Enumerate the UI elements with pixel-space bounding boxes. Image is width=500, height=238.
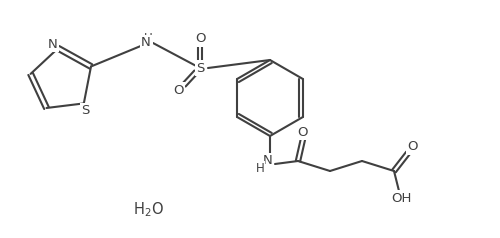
Text: H$_2$O: H$_2$O	[132, 201, 164, 219]
Text: N: N	[141, 36, 151, 50]
Text: S: S	[80, 104, 89, 117]
Text: O: O	[195, 33, 205, 45]
Text: N: N	[48, 38, 58, 51]
Text: H: H	[144, 31, 152, 45]
Text: OH: OH	[391, 192, 411, 204]
Text: O: O	[407, 140, 417, 154]
Text: S: S	[196, 61, 204, 74]
Text: N: N	[263, 154, 273, 168]
Text: O: O	[298, 125, 308, 139]
Text: O: O	[174, 84, 184, 96]
Text: H: H	[256, 162, 264, 174]
